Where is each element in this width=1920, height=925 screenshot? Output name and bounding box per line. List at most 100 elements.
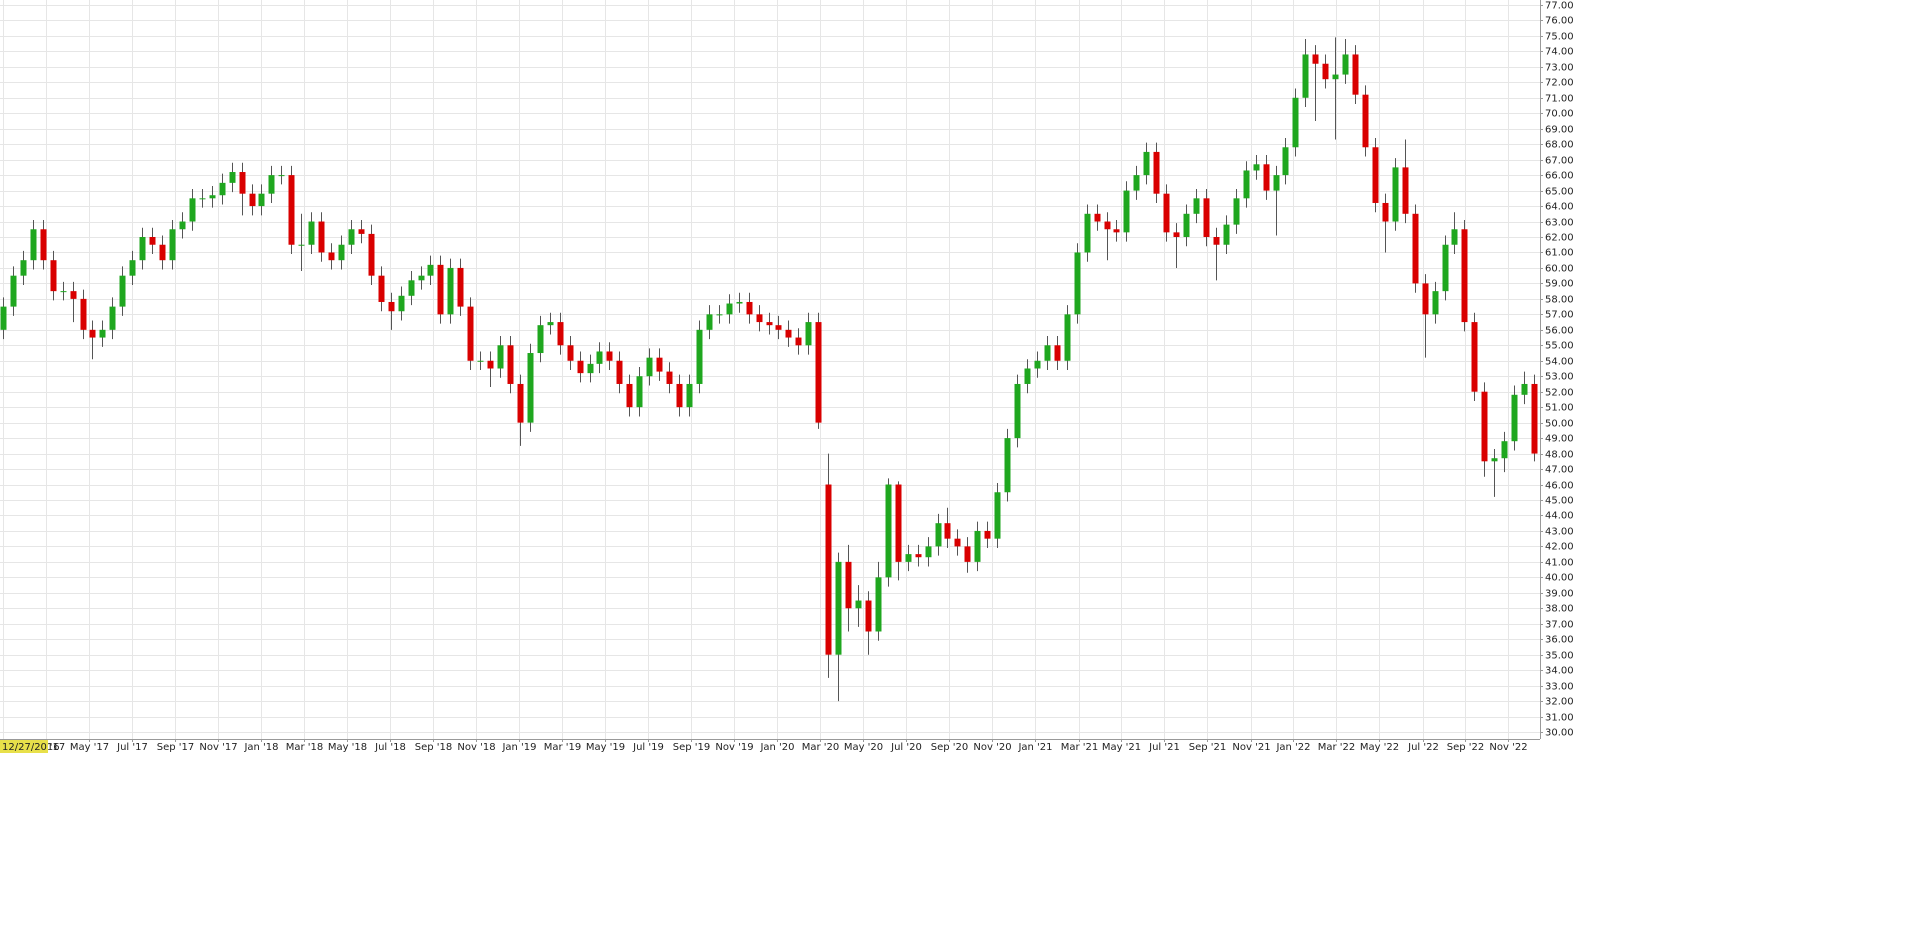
candle-body: [229, 172, 236, 183]
candle-body: [1014, 383, 1021, 439]
candle-body: [825, 484, 832, 655]
candle-body: [328, 252, 335, 261]
y-tick-label: 60.00: [1545, 264, 1574, 275]
candle-body: [1263, 164, 1270, 191]
candle-body: [925, 546, 932, 558]
candles: [0, 37, 1538, 702]
candle-body: [0, 306, 7, 330]
candle-body: [1292, 97, 1299, 148]
x-tick-label: Sep '17: [157, 742, 195, 753]
candle-body: [1074, 252, 1081, 315]
candle-body: [1143, 151, 1150, 176]
candle-body: [636, 376, 643, 408]
x-tick-label: Mar '21: [1061, 742, 1099, 753]
x-tick-label: Sep '19: [673, 742, 711, 753]
candle-body: [1511, 394, 1518, 442]
candle-body: [616, 360, 623, 384]
candle-body: [527, 353, 534, 423]
y-tick-label: 56.00: [1545, 326, 1574, 337]
x-tick-label: Jan '21: [1017, 742, 1052, 753]
candle-body: [1203, 198, 1210, 237]
x-tick-label: Jul '19: [632, 742, 664, 753]
candle-body: [567, 345, 574, 361]
candle-body: [348, 229, 355, 245]
candle-body: [1024, 368, 1031, 384]
candle-body: [1113, 229, 1120, 233]
candle-body: [60, 291, 67, 293]
candle-body: [308, 221, 315, 245]
y-tick-label: 47.00: [1545, 465, 1574, 476]
candle-body: [1481, 391, 1488, 462]
y-tick-label: 32.00: [1545, 697, 1574, 708]
candle-body: [437, 264, 444, 315]
candle-body: [905, 554, 912, 562]
candle-body: [1302, 54, 1309, 98]
candle-body: [1432, 291, 1439, 315]
y-tick-label: 36.00: [1545, 635, 1574, 646]
candle-body: [1392, 167, 1399, 222]
candle-body: [149, 236, 156, 245]
x-tick-label: Jul '18: [374, 742, 406, 753]
candle-body: [457, 267, 464, 307]
x-tick-label: Sep '18: [415, 742, 453, 753]
x-tick-label: Nov '17: [199, 742, 237, 753]
y-tick-label: 52.00: [1545, 388, 1574, 399]
candle-body: [676, 383, 683, 408]
y-tick-label: 62.00: [1545, 233, 1574, 244]
y-tick-label: 59.00: [1545, 279, 1574, 290]
candle-body: [1412, 213, 1419, 284]
candle-body: [318, 221, 325, 253]
y-tick-label: 37.00: [1545, 620, 1574, 631]
candle-body: [1461, 229, 1468, 323]
candle-body: [974, 530, 981, 562]
axis-labels: 30.00 31.00 32.00 33.00 34.00 35.00 36.00 37.00…: [0, 1, 1574, 754]
candle-body: [368, 233, 375, 276]
candle-body: [805, 322, 812, 346]
candle-body: [696, 329, 703, 384]
x-tick-label: Sep '21: [1189, 742, 1227, 753]
x-tick-label: Nov '18: [457, 742, 495, 753]
x-tick-label: Jul '22: [1407, 742, 1439, 753]
candle-body: [1223, 224, 1230, 245]
y-tick-label: 54.00: [1545, 357, 1574, 368]
candle-body: [557, 322, 564, 346]
candle-body: [1352, 54, 1359, 95]
crosshair-label: 12/27/2016: [2, 742, 60, 753]
y-tick-label: 77.00: [1545, 1, 1574, 12]
x-tick-label: Mar '19: [544, 742, 582, 753]
candle-body: [915, 554, 922, 558]
candle-body: [845, 561, 852, 609]
y-tick-label: 43.00: [1545, 527, 1574, 538]
y-tick-label: 55.00: [1545, 341, 1574, 352]
candle-body: [795, 337, 802, 346]
candle-body: [1342, 54, 1349, 75]
candle-body: [1282, 147, 1289, 176]
y-tick-label: 48.00: [1545, 450, 1574, 461]
x-tick-label: Sep '20: [931, 742, 969, 753]
candle-body: [80, 298, 87, 330]
y-tick-label: 71.00: [1545, 94, 1574, 105]
crosshair-label-box: [0, 740, 48, 753]
x-tick-label: May '19: [586, 742, 625, 753]
y-tick-label: 66.00: [1545, 171, 1574, 182]
candle-body: [129, 260, 136, 276]
x-tick-label: Jul '20: [890, 742, 922, 753]
candle-body: [666, 371, 673, 384]
candle-body: [418, 275, 425, 281]
candle-body: [1094, 213, 1101, 222]
candle-body: [587, 363, 594, 374]
candle-body: [746, 301, 753, 315]
candle-body: [199, 198, 206, 200]
candle-body: [1123, 190, 1130, 233]
y-tick-label: 63.00: [1545, 218, 1574, 229]
candle-body: [258, 193, 265, 207]
x-tick-label: Jul '17: [116, 742, 148, 753]
candle-body: [109, 306, 116, 330]
candle-body: [855, 600, 862, 609]
candle-body: [179, 221, 186, 230]
candle-body: [994, 492, 1001, 539]
candle-body: [268, 175, 275, 194]
candle-body: [338, 244, 345, 261]
candle-body: [50, 260, 57, 292]
